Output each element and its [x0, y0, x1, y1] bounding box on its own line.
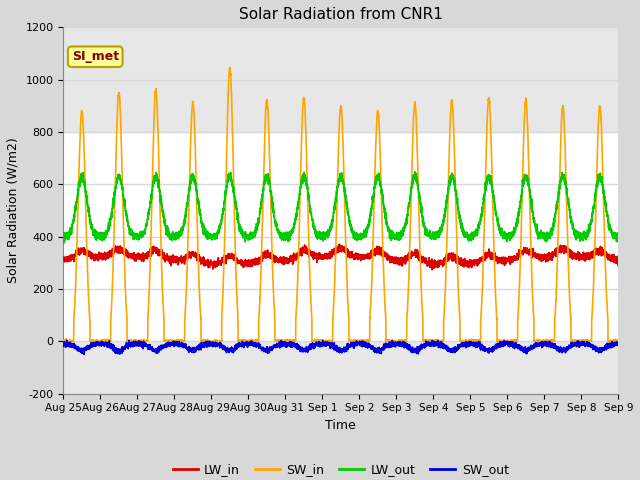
SW_in — [614, 338, 621, 344]
SW_in — [159, 300, 167, 306]
LW_in — [614, 263, 621, 268]
X-axis label: Time: Time — [326, 419, 356, 432]
LW_out — [159, 209, 167, 215]
LW_out — [614, 238, 622, 244]
SW_in — [435, 338, 442, 344]
SW_out — [159, 345, 167, 351]
SW_in — [465, 338, 473, 344]
Title: Solar Radiation from CNR1: Solar Radiation from CNR1 — [239, 7, 443, 22]
LW_in — [335, 241, 343, 247]
LW_in — [60, 255, 67, 261]
Line: LW_in: LW_in — [63, 244, 618, 270]
SW_out — [321, 340, 328, 346]
LW_in — [435, 261, 442, 266]
SW_out — [614, 342, 621, 348]
Line: SW_out: SW_out — [63, 340, 618, 354]
SW_out — [81, 351, 88, 357]
LW_out — [465, 233, 473, 239]
LW_out — [60, 240, 68, 246]
SW_in — [497, 338, 504, 344]
LW_in — [159, 253, 167, 259]
Y-axis label: Solar Radiation (W/m2): Solar Radiation (W/m2) — [7, 138, 20, 283]
LW_out — [321, 234, 328, 240]
SW_in — [321, 338, 328, 344]
LW_out — [614, 238, 621, 244]
SW_in — [227, 65, 234, 71]
SW_out — [497, 343, 505, 349]
Bar — [63, 27, 618, 132]
LW_out — [60, 233, 67, 239]
LW_in — [428, 267, 436, 273]
Text: SI_met: SI_met — [72, 50, 119, 63]
LW_out — [411, 169, 419, 175]
LW_in — [497, 259, 505, 265]
Line: LW_out: LW_out — [63, 172, 618, 243]
LW_in — [614, 253, 622, 259]
SW_out — [435, 340, 442, 346]
SW_out — [60, 340, 67, 346]
Bar — [63, 341, 618, 394]
LW_in — [320, 255, 328, 261]
LW_in — [465, 264, 473, 270]
SW_out — [465, 338, 473, 344]
LW_out — [435, 232, 442, 238]
Line: SW_in: SW_in — [63, 68, 618, 341]
Legend: LW_in, SW_in, LW_out, SW_out: LW_in, SW_in, LW_out, SW_out — [168, 458, 514, 480]
SW_out — [614, 342, 622, 348]
SW_in — [614, 337, 622, 343]
SW_out — [63, 337, 70, 343]
LW_out — [497, 228, 505, 233]
SW_in — [60, 338, 67, 344]
